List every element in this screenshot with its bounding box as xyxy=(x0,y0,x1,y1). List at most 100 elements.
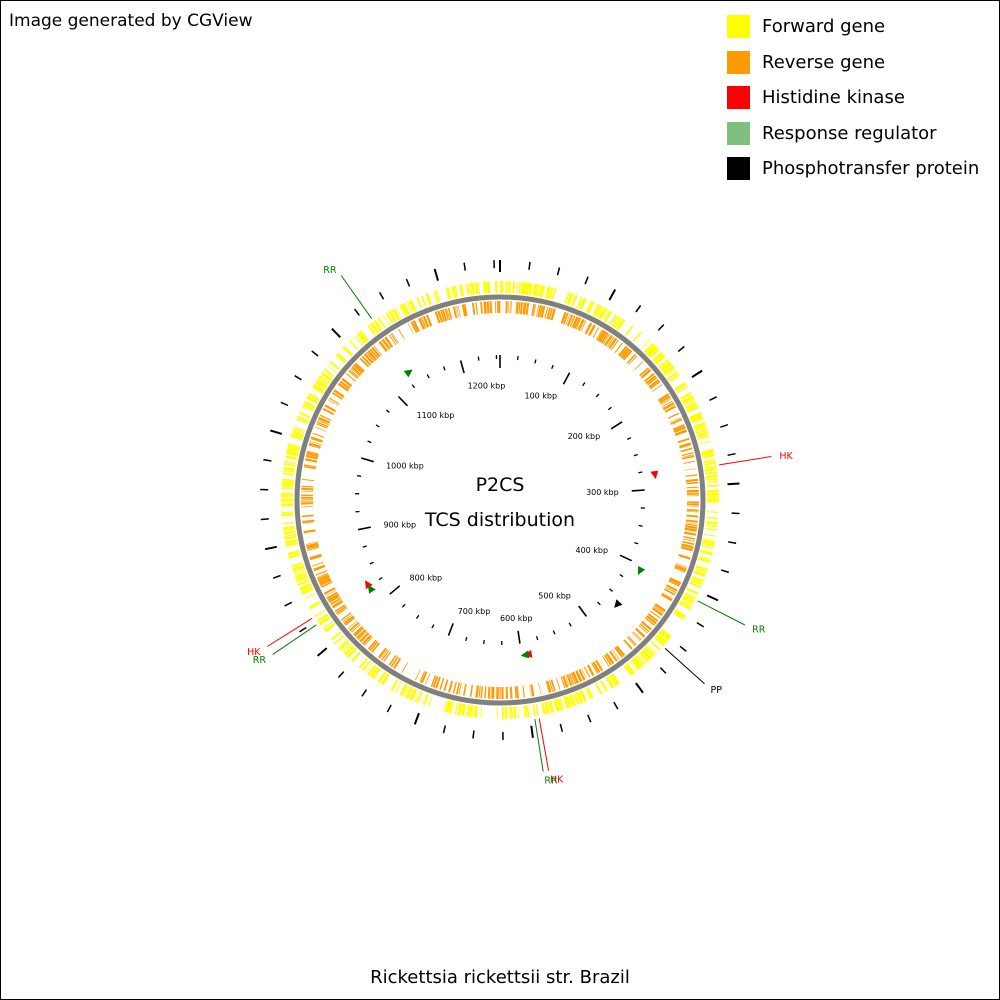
reverse-gene-block xyxy=(674,428,686,433)
feature-marker-rr xyxy=(638,566,646,575)
reverse-gene-block xyxy=(639,367,650,377)
forward-gene-block xyxy=(298,412,311,419)
forward-gene-block xyxy=(281,488,294,490)
forward-gene-block xyxy=(408,299,417,312)
forward-gene-block xyxy=(609,313,617,325)
forward-gene-block xyxy=(508,281,511,294)
forward-gene-block xyxy=(643,646,655,658)
reverse-gene-block xyxy=(363,353,374,364)
reverse-gene-block xyxy=(412,320,420,333)
forward-gene-block xyxy=(448,701,454,714)
feature-marker-hk xyxy=(650,470,659,480)
forward-gene-block xyxy=(460,703,466,716)
forward-gene-block xyxy=(579,297,587,310)
forward-gene-block xyxy=(703,460,716,464)
forward-gene-block xyxy=(605,677,613,689)
forward-gene-block xyxy=(565,695,572,708)
reverse-gene-block xyxy=(344,616,355,626)
forward-gene-block xyxy=(701,448,714,453)
forward-gene-block xyxy=(356,332,367,344)
outer-tick xyxy=(472,730,475,739)
reverse-gene-block xyxy=(571,316,579,329)
forward-gene-block xyxy=(513,706,517,719)
reverse-gene-block xyxy=(515,301,517,314)
forward-gene-block xyxy=(302,403,314,411)
forward-gene-block xyxy=(395,681,402,693)
reverse-gene-block xyxy=(616,645,626,657)
forward-gene-block xyxy=(320,372,333,382)
forward-gene-block xyxy=(548,700,555,713)
forward-gene-block xyxy=(291,430,304,436)
reverse-gene-block xyxy=(659,395,671,404)
outer-tick xyxy=(530,725,534,738)
reverse-gene-block xyxy=(354,362,365,373)
outer-tick xyxy=(720,423,729,428)
reverse-gene-block xyxy=(309,441,322,446)
forward-gene-block xyxy=(624,325,634,336)
reverse-gene-block xyxy=(623,639,633,650)
forward-gene-block xyxy=(528,283,533,296)
callout-label-rr: RR xyxy=(323,265,337,276)
forward-gene-block xyxy=(500,280,502,293)
reverse-gene-block xyxy=(519,302,524,315)
forward-gene-block xyxy=(689,411,702,420)
kbp-label: 200 kbp xyxy=(568,432,601,441)
reverse-gene-block xyxy=(475,302,479,315)
forward-gene-block xyxy=(701,545,714,550)
reverse-gene-block xyxy=(686,489,699,493)
forward-gene-block xyxy=(690,578,703,586)
reverse-gene-block xyxy=(632,631,642,641)
forward-gene-block xyxy=(694,424,707,430)
forward-gene-block xyxy=(704,467,717,471)
reverse-gene-block xyxy=(328,399,339,406)
inner-tick xyxy=(442,366,446,371)
forward-gene-block xyxy=(702,539,715,545)
forward-gene-block xyxy=(469,704,473,718)
inner-tick xyxy=(459,360,465,374)
reverse-gene-block xyxy=(667,412,680,419)
reverse-gene-block xyxy=(685,474,698,477)
forward-gene-block xyxy=(287,445,300,450)
forward-gene-block xyxy=(695,426,707,432)
forward-gene-block xyxy=(673,611,685,620)
reverse-gene-block xyxy=(342,614,353,623)
forward-gene-block xyxy=(702,453,715,459)
outer-tick xyxy=(727,452,736,457)
forward-gene-block xyxy=(319,375,330,384)
forward-gene-block xyxy=(355,334,364,345)
reverse-gene-block xyxy=(343,615,354,624)
reverse-gene-block xyxy=(686,503,699,506)
reverse-gene-block xyxy=(421,316,427,329)
forward-gene-block xyxy=(373,320,381,332)
forward-gene-block xyxy=(281,486,294,489)
forward-gene-block xyxy=(474,282,479,295)
forward-gene-block xyxy=(565,292,570,304)
reverse-gene-block xyxy=(634,361,644,371)
reverse-gene-block xyxy=(312,432,324,438)
inner-tick xyxy=(483,640,485,645)
reverse-gene-block xyxy=(591,662,598,674)
reverse-gene-block xyxy=(545,681,550,693)
reverse-gene-block xyxy=(607,336,615,348)
forward-gene-block xyxy=(399,683,408,696)
inner-tick xyxy=(535,636,539,641)
inner-tick xyxy=(362,545,367,548)
reverse-gene-block xyxy=(455,306,459,318)
reverse-gene-block xyxy=(302,521,315,524)
forward-gene-block xyxy=(322,621,333,630)
reverse-gene-block xyxy=(378,340,388,352)
reverse-gene-block xyxy=(647,613,659,622)
forward-gene-block xyxy=(329,360,341,370)
forward-gene-block xyxy=(382,314,390,326)
reverse-gene-block xyxy=(300,496,313,499)
reverse-gene-block xyxy=(684,468,697,471)
legend-swatch-reverse-gene xyxy=(727,50,750,74)
reverse-gene-block xyxy=(320,579,332,587)
reverse-gene-block xyxy=(437,310,444,323)
forward-gene-block xyxy=(342,345,353,357)
forward-gene-block xyxy=(557,698,563,711)
reverse-gene-block xyxy=(505,686,509,699)
legend-item-histidine-kinase: Histidine kinase xyxy=(727,80,979,116)
forward-gene-block xyxy=(704,466,717,469)
reverse-gene-block xyxy=(486,301,490,314)
